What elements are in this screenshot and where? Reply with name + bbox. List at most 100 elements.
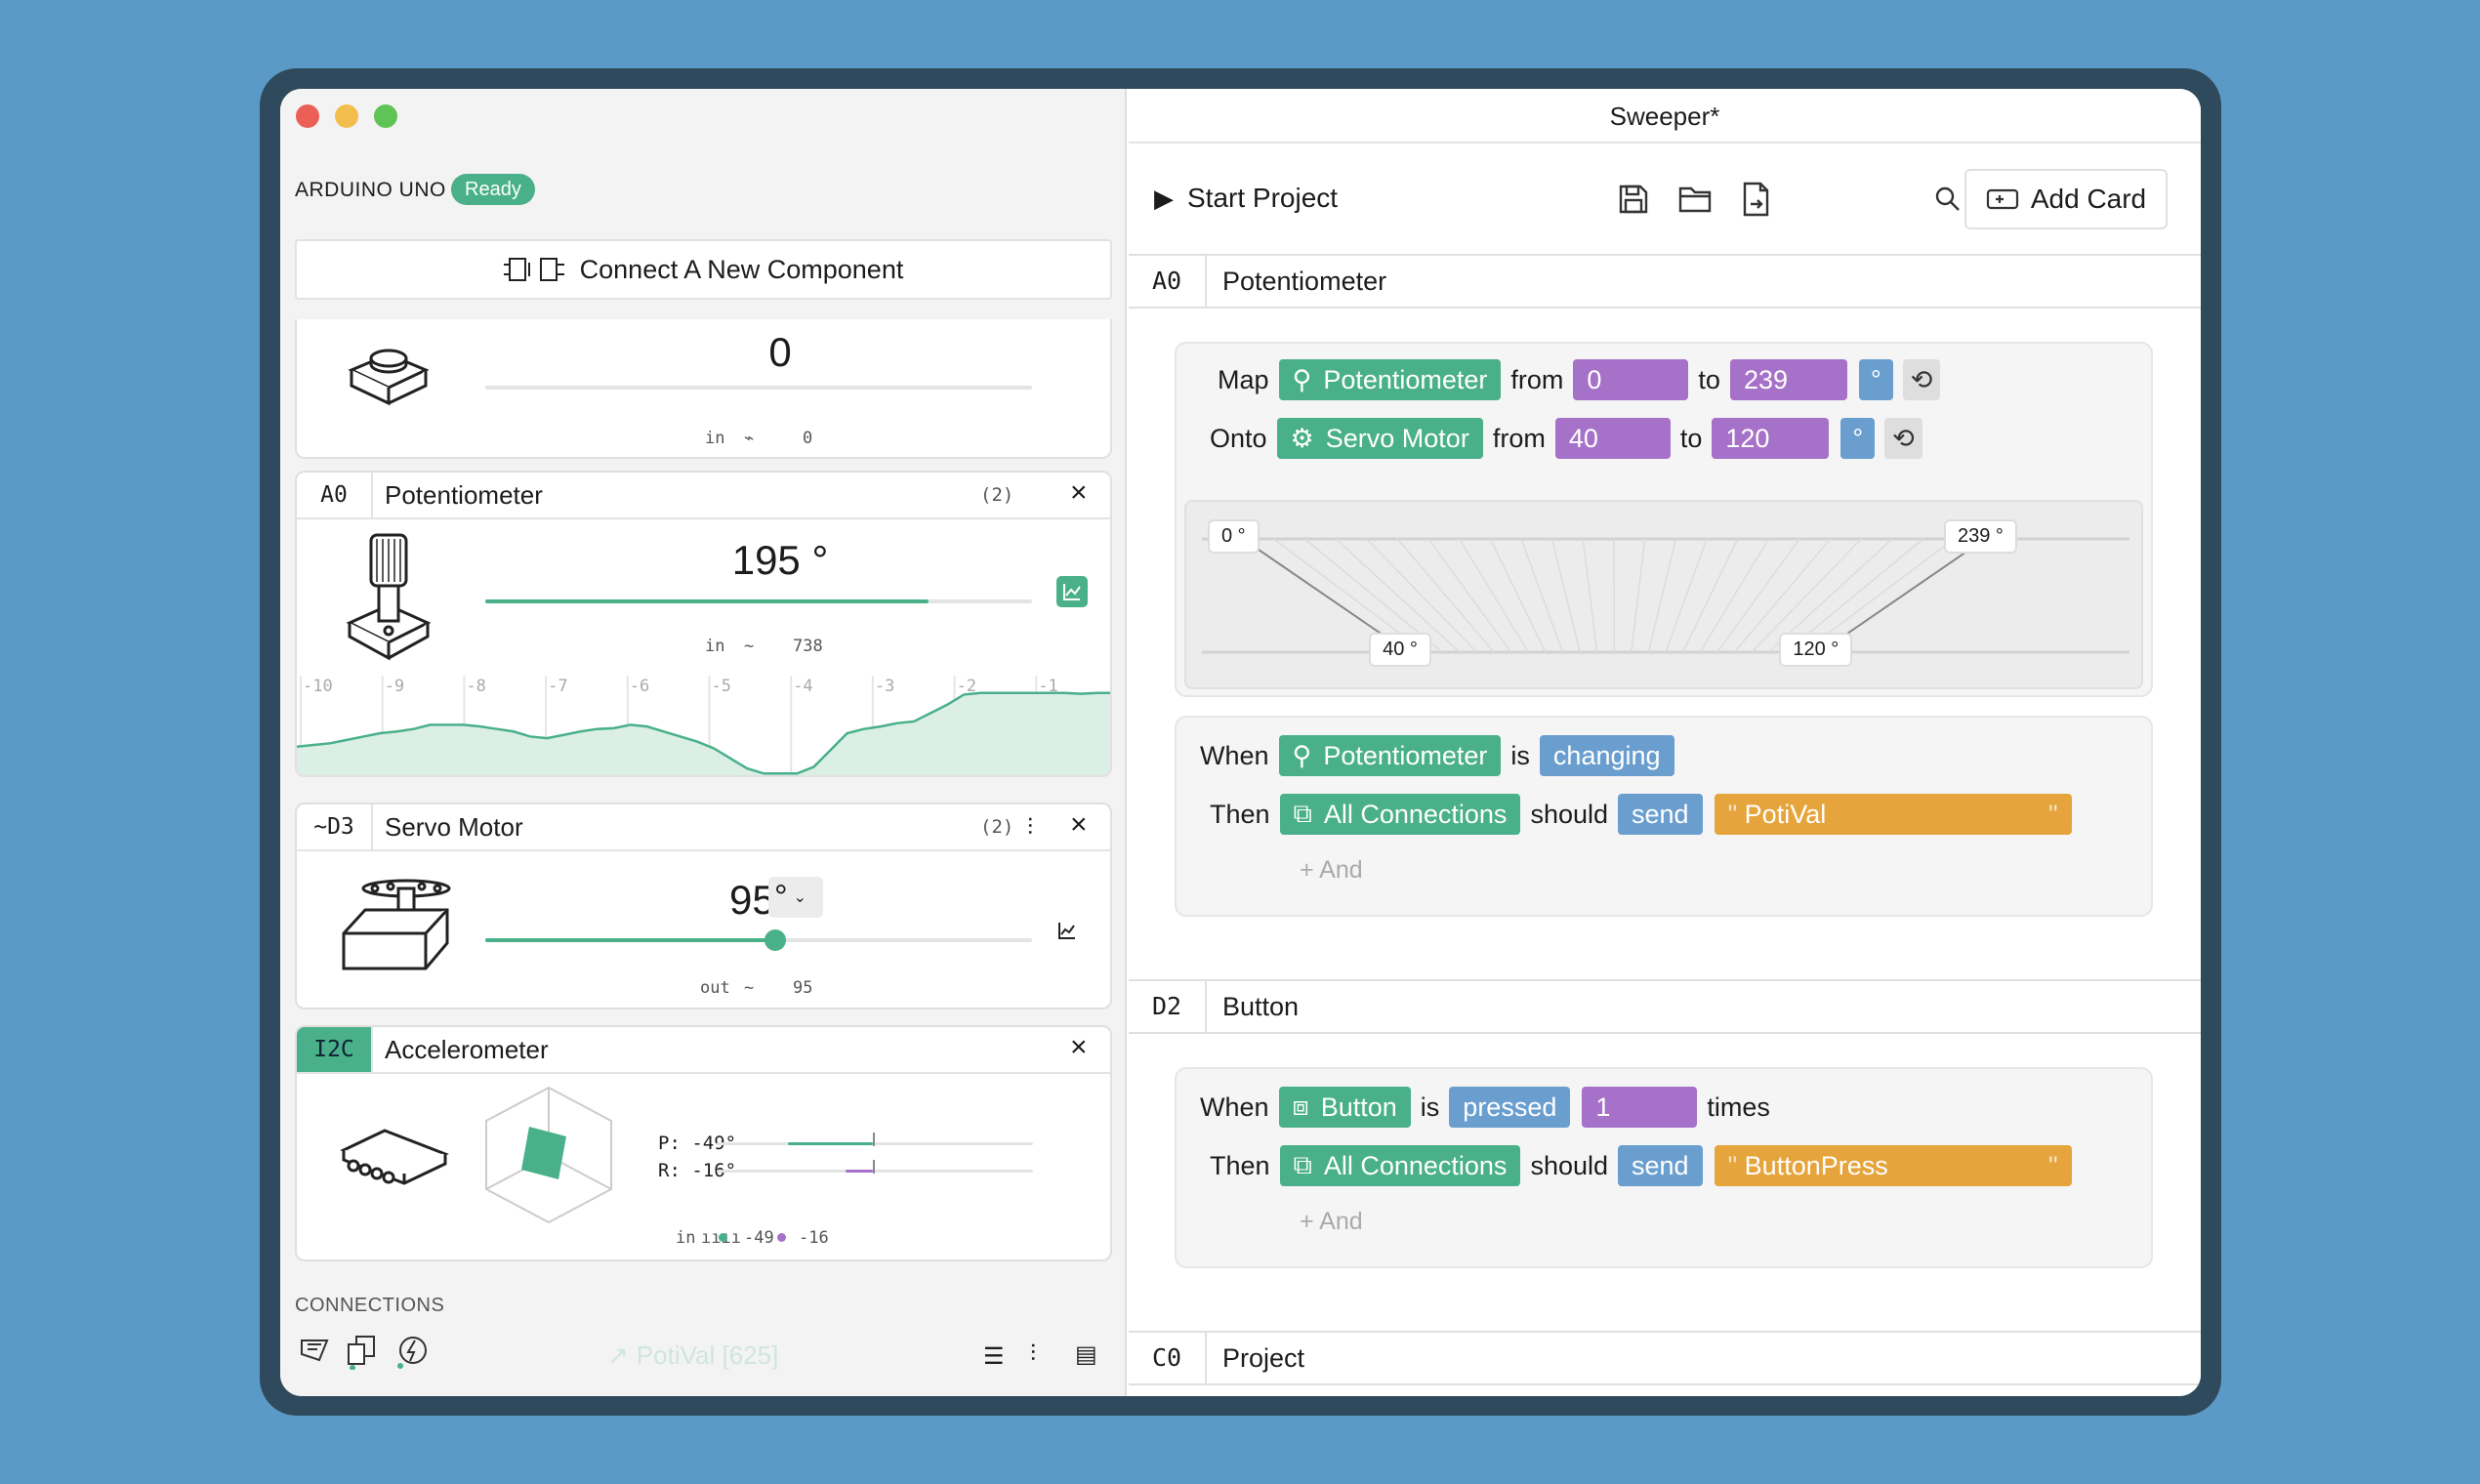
chart-toggle-icon[interactable] — [1056, 576, 1088, 607]
mapping-line — [1396, 538, 1495, 653]
connect-component-button[interactable]: Connect A New Component — [295, 239, 1112, 300]
accelerometer-card-header: I2C Accelerometer × — [297, 1027, 1110, 1074]
servo-chart-icon[interactable] — [1054, 918, 1080, 948]
map-block: Map ⚲ Potentiometer from 0 to 239 ° ⟲ Ont… — [1175, 342, 2153, 697]
chart-tick-label: -5 — [712, 677, 731, 696]
onto-keyword: Onto — [1210, 423, 1267, 453]
network-connection-icon[interactable] — [347, 1335, 378, 1370]
message-input[interactable]: " PotiVal " — [1714, 794, 2072, 835]
mapping-line — [1716, 538, 1800, 653]
export-icon[interactable] — [1740, 181, 1773, 218]
potentiometer-icon — [346, 533, 432, 661]
map-to-keyword: to — [1698, 364, 1720, 394]
servo-unit-dropdown[interactable]: ° ⌄ — [768, 877, 823, 918]
press-count-input[interactable]: 1 — [1582, 1087, 1698, 1128]
panel-layout-icon[interactable]: ▤ — [1075, 1341, 1097, 1368]
connector-icon — [503, 258, 564, 281]
pwm-signal-icon: ∼ — [744, 978, 755, 998]
map-from-input[interactable]: 0 — [1573, 359, 1689, 400]
mapping-line — [1631, 538, 1646, 653]
quote-close-icon: " — [2047, 1150, 2058, 1180]
mapping-line — [1550, 538, 1581, 653]
when-component-label: Potentiometer — [1323, 740, 1488, 770]
start-project-button[interactable]: ▶ Start Project — [1154, 183, 1338, 214]
calibrate-icon[interactable]: ⟲ — [1902, 359, 1941, 400]
add-card-label: Add Card — [2030, 184, 2147, 214]
chart-tick-label: -2 — [957, 677, 976, 696]
open-folder-icon[interactable] — [1677, 183, 1713, 216]
action-chip[interactable]: send — [1618, 1145, 1703, 1186]
chart-tick-label: -10 — [303, 677, 333, 696]
input-min-label[interactable]: 0 ° — [1208, 519, 1260, 554]
state-chip[interactable]: changing — [1539, 735, 1674, 776]
onto-component-chip[interactable]: ⚙ Servo Motor — [1276, 418, 1483, 459]
action-chip[interactable]: send — [1618, 794, 1703, 835]
button-component-card: 0 in ⌁ 0 — [295, 319, 1112, 459]
remove-potentiometer-icon[interactable]: × — [1070, 476, 1088, 509]
map-to-input[interactable]: 239 — [1729, 359, 1847, 400]
remove-accelerometer-icon[interactable]: × — [1070, 1031, 1088, 1063]
when-component-chip[interactable]: ⧈ Button — [1278, 1087, 1411, 1128]
servo-title: Servo Motor — [385, 812, 523, 842]
mapping-line — [1582, 538, 1598, 653]
list-view-icon[interactable]: ☰ — [983, 1343, 1005, 1370]
when-component-chip[interactable]: ⚲ Potentiometer — [1278, 735, 1502, 776]
search-icon[interactable] — [1933, 185, 1963, 214]
servo-slider-handle[interactable] — [764, 929, 786, 951]
message-input[interactable]: " ButtonPress " — [1714, 1145, 2072, 1186]
calibrate-icon[interactable]: ⟲ — [1884, 418, 1922, 459]
chart-tick-label: -3 — [875, 677, 894, 696]
servo-component-card: ~D3 Servo Motor (2) ⫶ × 95 ° ⌄ out ∼ 95 — [295, 803, 1112, 1010]
roll-readout: R: -16° — [658, 1160, 737, 1181]
then-row: Then ⧉ All Connections should send " Poti… — [1210, 794, 2072, 835]
chart-tick-label: -9 — [385, 677, 404, 696]
output-max-label[interactable]: 120 ° — [1779, 633, 1853, 667]
close-window-button[interactable] — [296, 104, 319, 128]
potentiometer-value-fill — [485, 599, 929, 603]
state-chip[interactable]: pressed — [1449, 1087, 1571, 1128]
output-min-label[interactable]: 40 ° — [1369, 633, 1431, 667]
map-from-keyword: from — [1510, 364, 1564, 394]
add-condition-button[interactable]: + And — [1300, 856, 1363, 884]
chart-area — [297, 692, 1110, 775]
chevron-down-icon: ⌄ — [793, 889, 807, 906]
mapping-line — [1733, 538, 1832, 653]
servo-io-label: out — [700, 978, 730, 998]
onto-unit-chip[interactable]: ° — [1840, 418, 1876, 459]
button-icon — [348, 349, 430, 406]
board-status-badge: Ready — [451, 174, 535, 205]
mapping-line — [1489, 538, 1547, 653]
maximize-window-button[interactable] — [374, 104, 397, 128]
orientation-cube — [485, 1086, 612, 1224]
board-name: ARDUINO UNO — [295, 179, 446, 201]
onto-row: Onto ⚙ Servo Motor from 40 to 120 ° ⟲ — [1210, 418, 1922, 459]
section-pin-c0: C0 — [1129, 1333, 1207, 1383]
mapping-line — [1751, 538, 1862, 653]
chart-series-line — [297, 691, 1110, 775]
save-icon[interactable] — [1617, 183, 1650, 216]
button-raw-value: 0 — [803, 429, 813, 448]
servo-settings-icon[interactable]: ⫶ — [1027, 814, 1033, 841]
should-keyword: should — [1530, 799, 1609, 829]
section-pin-d2: D2 — [1129, 981, 1207, 1032]
servo-slider-track[interactable] — [485, 938, 1032, 942]
input-max-label[interactable]: 239 ° — [1944, 519, 2017, 554]
map-unit-chip[interactable]: ° — [1858, 359, 1893, 400]
minimize-window-button[interactable] — [335, 104, 358, 128]
mapping-line — [1520, 538, 1564, 653]
then-keyword: Then — [1210, 799, 1270, 829]
add-card-button[interactable]: Add Card — [1964, 169, 2168, 229]
map-component-chip[interactable]: ⚲ Potentiometer — [1278, 359, 1502, 400]
onto-from-input[interactable]: 40 — [1554, 418, 1671, 459]
then-target-chip[interactable]: ⧉ All Connections — [1279, 794, 1521, 835]
analog-signal-icon: ∼ — [744, 637, 755, 656]
add-condition-button[interactable]: + And — [1300, 1208, 1363, 1235]
potentiometer-value-bar — [485, 599, 1032, 603]
remove-servo-icon[interactable]: × — [1070, 808, 1088, 841]
serial-connection-icon[interactable] — [300, 1335, 329, 1364]
energy-connection-icon[interactable] — [395, 1335, 429, 1370]
onto-to-input[interactable]: 120 — [1712, 418, 1830, 459]
sliders-icon[interactable]: ⫶ — [1030, 1340, 1036, 1367]
potentiometer-raw-value: 738 — [793, 637, 823, 656]
then-target-chip[interactable]: ⧉ All Connections — [1279, 1145, 1521, 1186]
